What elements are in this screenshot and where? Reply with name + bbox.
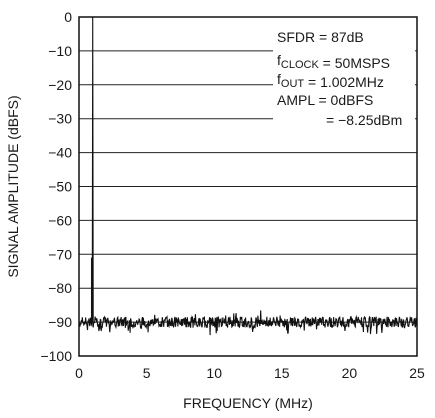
y-axis-title: SIGNAL AMPLITUDE (dBFS) — [5, 95, 21, 277]
y-tick-label: −20 — [48, 77, 72, 93]
y-tick-label: −60 — [48, 212, 72, 228]
x-tick-label: 20 — [342, 365, 358, 381]
y-tick-label: −80 — [48, 280, 72, 296]
x-tick-label: 5 — [143, 365, 151, 381]
y-tick-label: −50 — [48, 179, 72, 195]
annotation-line: fOUT = 1.002MHz — [277, 71, 384, 90]
x-tick-label: 25 — [409, 365, 425, 381]
annotation-box — [273, 27, 415, 136]
annotation-text: = −8.25dBm — [326, 112, 402, 128]
x-tick-label: 15 — [274, 365, 290, 381]
annotation-line: AMPL = 0dBFS — [277, 92, 373, 108]
annotation-text: SFDR = 87dB — [277, 29, 364, 45]
y-tick-label: −70 — [48, 246, 72, 262]
annotation-text: f — [277, 52, 281, 68]
annotation-text: f — [277, 71, 281, 87]
annotation-background — [273, 27, 415, 136]
spectrum-line — [78, 16, 418, 336]
annotation-line: = −8.25dBm — [326, 112, 402, 128]
annotation-line: SFDR = 87dB — [277, 29, 364, 45]
annotation-text: = 1.002MHz — [304, 74, 384, 90]
y-tick-label: 0 — [64, 9, 72, 25]
x-tick-label: 0 — [75, 365, 83, 381]
y-tick-label: −30 — [48, 111, 72, 127]
annotation-subscript: CLOCK — [281, 59, 320, 71]
y-tick-label: −100 — [40, 348, 72, 364]
x-tick-label: 10 — [206, 365, 222, 381]
x-axis-title: FREQUENCY (MHz) — [183, 395, 313, 411]
annotation-subscript: OUT — [281, 78, 305, 90]
y-tick-label: −10 — [48, 43, 72, 59]
plot-frame — [78, 16, 418, 357]
annotation-line: fCLOCK = 50MSPS — [277, 52, 390, 71]
x-tick-labels: 0 5 10 15 20 25 — [75, 365, 425, 381]
y-tick-label: −90 — [48, 314, 72, 330]
annotation-text: AMPL = 0dBFS — [277, 92, 373, 108]
annotation-text: = 50MSPS — [319, 55, 390, 71]
y-tick-labels: 0 −10 −20 −30 −40 −50 −60 −70 −80 −90 −100 — [40, 9, 72, 364]
y-tick-label: −40 — [48, 145, 72, 161]
spectrum-trace — [78, 16, 418, 336]
